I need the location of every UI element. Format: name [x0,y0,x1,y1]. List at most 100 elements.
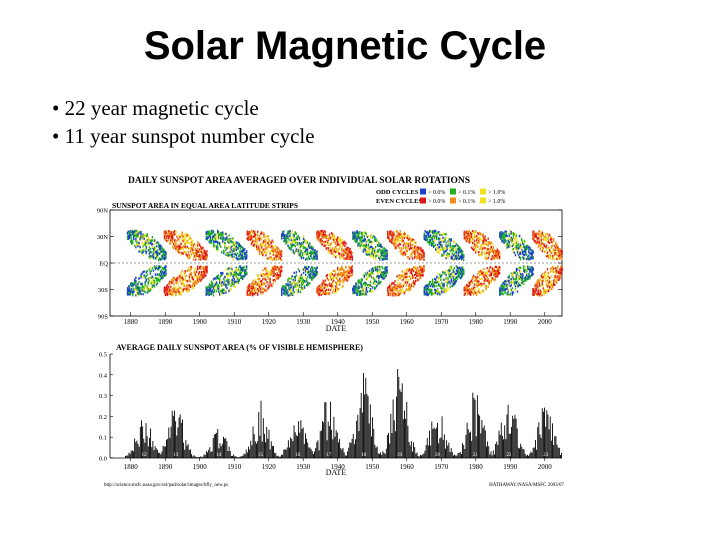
butterfly-cell [354,285,356,288]
butterfly-cell [292,278,294,282]
butterfly-cell [336,244,338,247]
butterfly-cell [410,271,413,274]
butterfly-cell [343,240,345,243]
butterfly-cell [268,240,270,243]
butterfly-cell [240,245,243,248]
butterfly-cell [460,253,463,256]
butterfly-cell [177,284,179,287]
butterfly-cell [228,238,230,241]
butterfly-cell [425,238,428,242]
butterfly-cell [136,293,138,296]
butterfly-cell [141,287,143,290]
butterfly-cell [190,238,193,241]
butterfly-cell [320,289,322,293]
butterfly-cell [284,234,286,237]
butterfly-cell [213,233,216,236]
butterfly-cell [401,240,403,243]
butterfly-cell [417,274,419,277]
butterfly-cell [454,254,457,258]
butterfly-cell [170,285,172,288]
butterfly-cell [240,271,243,275]
butterfly-cell [409,246,412,250]
butterfly-cell [453,241,456,244]
butterfly-cell [220,275,222,278]
butterfly-cell [448,271,450,274]
butterfly-cell [172,280,174,284]
butterfly-cell [251,285,254,288]
butterfly-cell [377,270,379,273]
butterfly-cell [227,267,229,270]
butterfly-cell [412,240,415,243]
butterfly-cell [140,282,142,286]
butterfly-cell [389,239,391,242]
butterfly-cell [367,238,370,242]
butterfly-cell [386,253,388,256]
butterfly-cell [285,241,287,244]
butterfly-cell [325,283,328,286]
butterfly-cell [156,273,159,276]
butterfly-cell [217,237,220,240]
butterfly-cell [227,245,229,248]
butterfly-cell [369,289,372,292]
butterfly-cell [131,282,133,286]
butterfly-cell [370,245,373,249]
butterfly-cell [163,248,165,252]
butterfly-cell [418,274,420,277]
butterfly-cell [161,255,163,258]
butterfly-cell [423,237,426,241]
butterfly-cell [337,250,339,253]
butterfly-cell [380,250,382,253]
butterfly-cell [209,286,212,290]
butterfly-cell [304,249,307,252]
butterfly-cell [454,246,457,249]
butterfly-cell [331,277,334,280]
butterfly-cell [461,269,464,272]
butterfly-cell [455,279,458,283]
butterfly-cell [208,290,211,294]
butterfly-cell [359,244,361,248]
butterfly-cell [299,286,302,289]
butterfly-cell [295,274,298,277]
butterfly-cell [466,237,469,240]
butterfly-cell [389,232,391,235]
butterfly-cell [269,281,271,284]
butterfly-cell [466,239,469,242]
butterfly-cell [475,251,477,254]
butterfly-cell [164,289,167,292]
butterfly-cell [188,241,191,245]
butterfly-cell [404,245,407,248]
butterfly-cell [162,250,164,253]
butterfly-cell [329,277,332,280]
butterfly-cell [222,281,224,284]
butterfly-cell [221,272,223,275]
butterfly-cell [327,249,330,252]
butterfly-cell [339,253,341,257]
butterfly-cell [374,266,377,269]
butterfly-cell [321,243,323,246]
butterfly-cell [328,233,331,236]
butterfly-cell [315,255,317,258]
butterfly-cell [472,248,475,252]
butterfly-cell [152,255,155,259]
butterfly-cell [289,283,291,286]
butterfly-cell [175,242,177,245]
butterfly-cell [369,254,372,257]
butterfly-cell [238,269,241,272]
butterfly-cell [427,283,430,286]
butterfly-cell [283,230,285,233]
butterfly-cell [444,250,446,253]
butterfly-cell [157,242,160,245]
butterfly-cell [184,236,186,239]
butterfly-cell [436,275,438,278]
butterfly-cell [407,288,410,291]
butterfly-cell [392,294,394,297]
butterfly-cell [345,252,347,255]
butterfly-cell [143,236,145,239]
butterfly-cell [183,272,185,275]
butterfly-cell [410,252,413,256]
butterfly-cell [148,278,151,281]
butterfly-cell [182,284,184,287]
butterfly-cell [355,231,357,234]
butterfly-cell [153,250,156,254]
butterfly-cell [266,274,268,277]
